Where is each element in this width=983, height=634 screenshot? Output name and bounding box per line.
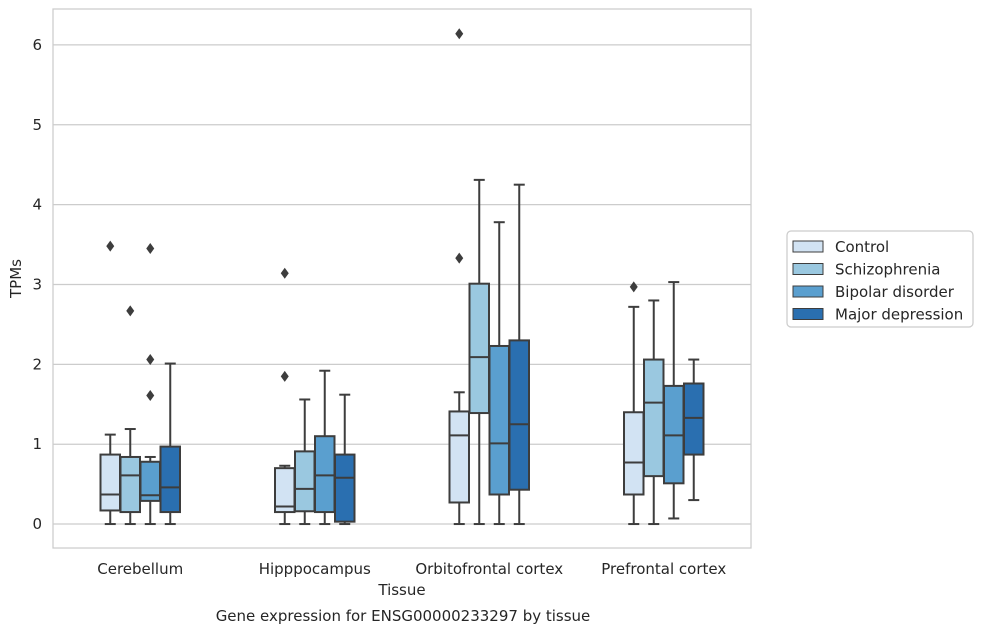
iqr-box — [623, 411, 645, 496]
box-control — [99, 240, 121, 526]
box-major-depression — [508, 183, 530, 526]
box-major-depression — [683, 358, 705, 502]
x-tick-label: Orbitofrontal cortex — [415, 560, 563, 578]
outlier-point — [280, 267, 289, 279]
y-tick-label: 5 — [32, 116, 42, 134]
iqr-box — [159, 445, 181, 514]
iqr-box — [99, 453, 121, 512]
box-control — [274, 267, 296, 526]
box-control — [448, 28, 470, 526]
y-axis-label: TPMs — [7, 259, 25, 299]
iqr-box — [334, 453, 356, 523]
legend-label: Major depression — [835, 306, 963, 324]
legend-swatch — [792, 240, 824, 253]
outlier-point — [455, 252, 464, 264]
legend: Control Schizophrenia Bipolar disorder Majo… — [786, 230, 974, 328]
x-tick-label: Hipppocampus — [259, 560, 371, 578]
y-tick-label: 4 — [32, 196, 42, 214]
outlier-point — [106, 240, 115, 252]
legend-label: Control — [835, 238, 889, 256]
legend-label: Schizophrenia — [835, 261, 940, 279]
box-layer — [99, 28, 705, 526]
box-schizophrenia — [468, 178, 490, 526]
y-tick-label: 3 — [32, 275, 42, 293]
outlier-point — [126, 305, 135, 317]
outlier-point — [280, 370, 289, 382]
x-tick-label: Cerebellum — [97, 560, 183, 578]
box-bipolar-disorder — [139, 243, 161, 526]
outlier-point — [146, 389, 155, 401]
box-bipolar-disorder — [663, 281, 685, 520]
iqr-box — [643, 358, 665, 478]
legend-swatch — [792, 285, 824, 298]
y-tick-labels: 0 1 2 3 4 5 6 — [32, 36, 42, 533]
x-tick-label: Prefrontal cortex — [601, 560, 726, 578]
iqr-box — [468, 282, 490, 415]
box-schizophrenia — [119, 305, 141, 526]
box-bipolar-disorder — [314, 369, 336, 526]
box-bipolar-disorder — [488, 221, 510, 526]
legend-frame — [786, 230, 974, 328]
x-tick-labels: Cerebellum Hipppocampus Orbitofrontal cort… — [97, 560, 726, 578]
legend-swatch — [792, 263, 824, 275]
outlier-point — [455, 28, 464, 40]
outlier-point — [146, 243, 155, 255]
outlier-point — [629, 281, 638, 293]
plot-frame — [52, 8, 752, 549]
y-tick-label: 6 — [32, 36, 42, 54]
outlier-point — [146, 354, 155, 366]
box-schizophrenia — [643, 299, 665, 526]
legend-label: Bipolar disorder — [835, 283, 955, 301]
iqr-box — [683, 382, 705, 456]
iqr-box — [488, 344, 510, 496]
box-major-depression — [159, 362, 181, 526]
figure-caption: Gene expression for ENSG00000233297 by t… — [216, 607, 591, 625]
iqr-box — [294, 450, 316, 513]
box-control — [623, 281, 645, 526]
iqr-box — [119, 455, 141, 514]
iqr-box — [314, 435, 336, 514]
y-tick-label: 1 — [32, 435, 42, 453]
y-tick-label: 0 — [32, 515, 42, 533]
iqr-box — [448, 410, 470, 504]
box-schizophrenia — [294, 398, 316, 526]
y-tick-label: 2 — [32, 355, 42, 373]
box-major-depression — [334, 393, 356, 526]
legend-swatch — [792, 308, 824, 320]
x-axis-label: Tissue — [377, 581, 425, 599]
iqr-box — [508, 339, 530, 491]
